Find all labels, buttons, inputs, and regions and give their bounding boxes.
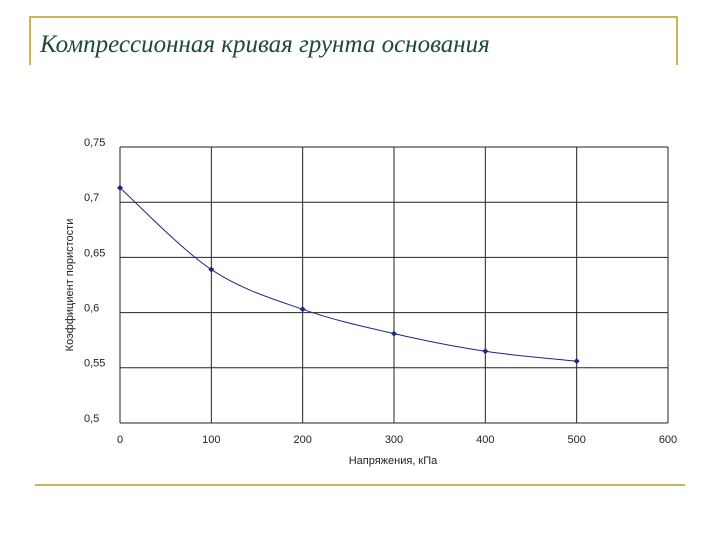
chart-title: Компрессионная кривая грунта основания — [39, 31, 490, 58]
y-tick-label: 0,75 — [84, 137, 105, 149]
y-axis-label: Коэффициент пористости — [64, 219, 76, 352]
x-tick-label: 400 — [476, 434, 494, 446]
x-tick-label: 600 — [659, 434, 677, 446]
data-point — [391, 330, 397, 337]
data-point — [117, 184, 123, 191]
y-tick-label: 0,5 — [84, 413, 99, 425]
data-point — [482, 348, 489, 355]
data-point — [208, 266, 215, 273]
y-tick-label: 0,6 — [84, 303, 99, 315]
x-axis-label: Напряжения, кПа — [349, 455, 438, 467]
x-tick-label: 0 — [117, 434, 123, 446]
y-tick-label: 0,65 — [84, 247, 105, 259]
data-point — [299, 306, 306, 313]
x-tick-label: 100 — [202, 434, 220, 446]
y-tick-label: 0,55 — [84, 358, 105, 370]
x-tick-label: 500 — [567, 434, 585, 446]
x-tick-label: 300 — [385, 434, 403, 446]
data-line — [119, 187, 577, 362]
x-tick-label: 200 — [293, 434, 311, 446]
frame-top — [29, 16, 678, 65]
y-tick-label: 0,7 — [84, 192, 99, 204]
data-point — [573, 358, 580, 365]
